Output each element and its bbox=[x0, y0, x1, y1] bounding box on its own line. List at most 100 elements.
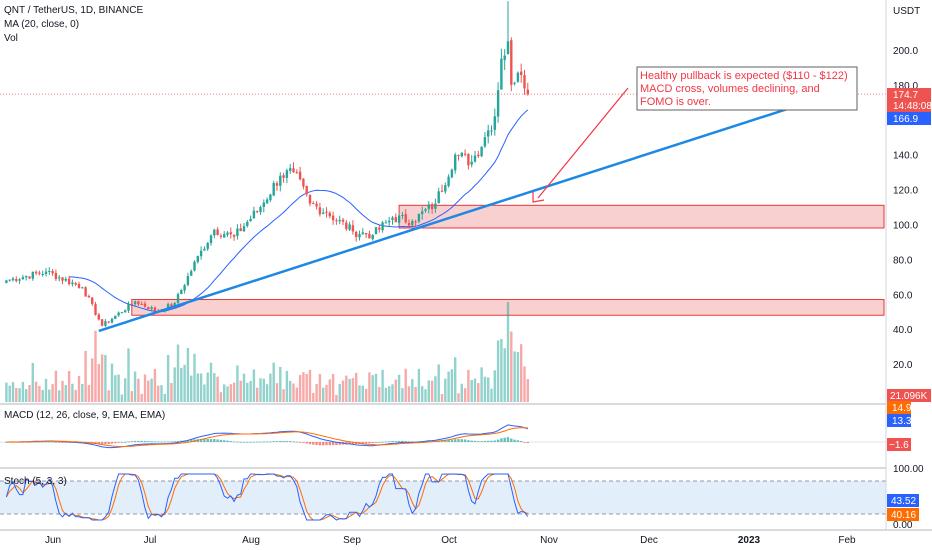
volume-bar bbox=[41, 389, 44, 402]
time-tick-label: Dec bbox=[640, 535, 658, 546]
volume-bar bbox=[335, 394, 338, 402]
macd-hist-bar bbox=[130, 441, 133, 442]
macd-hist-bar bbox=[133, 440, 137, 442]
candle-body bbox=[133, 301, 137, 305]
candle-body bbox=[331, 215, 335, 221]
candle-body bbox=[470, 161, 473, 165]
stoch-axis[interactable]: 100.00 0.00 bbox=[893, 464, 924, 531]
volume-bar bbox=[272, 362, 275, 402]
volume-bar bbox=[361, 385, 364, 402]
volume-bar bbox=[440, 394, 444, 402]
candle-body bbox=[467, 153, 470, 166]
macd-hist-bar bbox=[397, 440, 401, 442]
annotation-arrow[interactable] bbox=[532, 87, 629, 203]
volume-bar bbox=[51, 384, 54, 402]
volume-badge-value: 21.096K bbox=[890, 391, 928, 402]
candle-body bbox=[176, 294, 180, 303]
volume-bar bbox=[259, 378, 262, 402]
volume-bar bbox=[338, 383, 341, 402]
macd-hist-bar bbox=[516, 440, 520, 442]
volume-bar bbox=[275, 383, 279, 402]
macd-hist-bar bbox=[190, 439, 193, 442]
candle-body bbox=[440, 190, 444, 192]
macd-hist-bar bbox=[483, 440, 487, 442]
time-tick-label: Feb bbox=[838, 535, 856, 546]
volume-bar bbox=[107, 390, 110, 402]
macd-hist-bar bbox=[226, 440, 229, 442]
macd-hist-bar bbox=[107, 442, 110, 444]
volume-bar bbox=[21, 381, 25, 402]
candle-body bbox=[520, 71, 523, 75]
volume-bar bbox=[130, 391, 133, 402]
support-zone[interactable] bbox=[398, 204, 885, 229]
candle-body bbox=[5, 280, 8, 284]
volume-bar bbox=[100, 354, 104, 402]
price-badge: 174.7 14:48:08 bbox=[887, 88, 932, 112]
candle-body bbox=[51, 271, 54, 274]
macd-hist-bar bbox=[279, 440, 282, 442]
macd-hist-bar bbox=[463, 439, 467, 442]
macd-badges: 14.9 13.3 −1.6 bbox=[887, 401, 912, 451]
volume-bar bbox=[404, 368, 407, 402]
volume-bar bbox=[351, 378, 355, 402]
macd-hist-bar bbox=[44, 441, 48, 443]
volume-bar bbox=[358, 385, 361, 402]
candle-body bbox=[500, 58, 503, 90]
volume-bar bbox=[523, 366, 526, 402]
volume-bar bbox=[384, 387, 388, 402]
volume-bars bbox=[5, 302, 529, 402]
candle-body bbox=[364, 232, 368, 235]
volume-bar bbox=[345, 375, 348, 402]
candle-body bbox=[292, 168, 295, 173]
macd-hist-bar bbox=[371, 442, 374, 444]
volume-bar bbox=[54, 370, 58, 402]
volume-bar bbox=[219, 392, 223, 402]
macd-hist-bar bbox=[246, 441, 249, 443]
macd-hist-bar bbox=[186, 440, 190, 442]
candle-body bbox=[487, 130, 490, 137]
macd-legend[interactable]: MACD (12, 26, close, 9, EMA, EMA) bbox=[4, 410, 165, 421]
candle-body bbox=[358, 234, 361, 238]
volume-bar bbox=[289, 380, 292, 402]
candle-body bbox=[117, 312, 120, 316]
candle-body bbox=[180, 290, 183, 295]
time-axis[interactable]: Jun Jul Aug Sep Oct Nov Dec 2023 Feb bbox=[45, 535, 856, 546]
volume-bar bbox=[430, 380, 434, 402]
macd-hist-bar bbox=[262, 441, 265, 443]
vol-legend[interactable]: Vol bbox=[4, 33, 18, 44]
candle-body bbox=[318, 207, 322, 215]
macd-hist-bar bbox=[173, 441, 176, 443]
stoch-legend[interactable]: Stoch (5, 3, 3) bbox=[4, 476, 67, 487]
macd-hist-bar bbox=[325, 442, 328, 446]
macd-hist-bar bbox=[41, 441, 44, 443]
volume-bar bbox=[34, 381, 38, 402]
macd-hist-bar bbox=[143, 440, 147, 442]
volume-bar bbox=[427, 380, 430, 402]
ma-badge-value: 166.9 bbox=[893, 114, 918, 125]
trendline[interactable] bbox=[98, 87, 852, 333]
annotation-callout[interactable]: Healthy pullback is expected ($110 - $12… bbox=[636, 66, 858, 111]
candle-body bbox=[242, 226, 246, 232]
macd-hist-bar bbox=[5, 442, 8, 443]
candle-body bbox=[87, 296, 91, 298]
volume-bar bbox=[480, 367, 483, 402]
candle-body bbox=[417, 213, 421, 222]
candle-body bbox=[21, 277, 25, 280]
volume-bar bbox=[104, 355, 107, 402]
volume-bar bbox=[150, 378, 153, 402]
macd-hist-bar bbox=[440, 440, 444, 442]
volume-bar bbox=[64, 385, 67, 402]
volume-bar bbox=[44, 378, 48, 402]
macd-hist-bar bbox=[312, 442, 315, 445]
macd-hist-bar bbox=[147, 441, 150, 442]
macd-hist-bar bbox=[292, 441, 295, 443]
stoch-band bbox=[0, 481, 886, 514]
macd-hist-bar bbox=[100, 442, 104, 445]
macd-hist-bar bbox=[487, 440, 490, 442]
candle-body bbox=[328, 212, 331, 217]
ma-legend[interactable]: MA (20, close, 0) bbox=[4, 19, 79, 30]
symbol-legend[interactable]: QNT / TetherUS, 1D, BINANCE bbox=[4, 5, 143, 16]
candle-body bbox=[275, 183, 279, 186]
candle-body bbox=[490, 130, 493, 132]
